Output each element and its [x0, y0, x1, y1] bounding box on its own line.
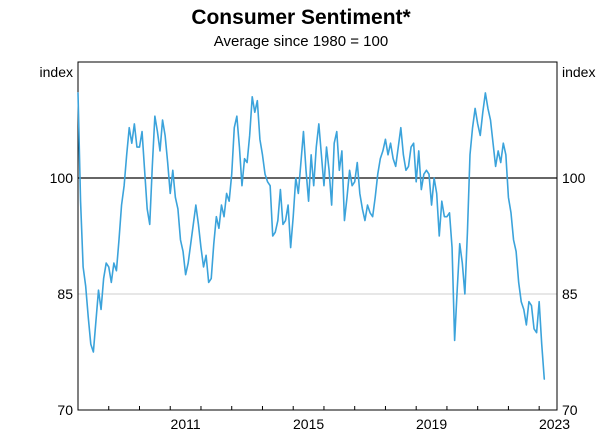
sentiment-line: [77, 92, 546, 380]
x-axis-label: 2015: [293, 416, 324, 432]
unit-label-left: index: [40, 64, 73, 80]
unit-label-right: index: [562, 64, 595, 80]
y-axis-label-right: 100: [562, 170, 586, 186]
y-axis-label-left: 85: [57, 286, 73, 302]
y-axis-label-left: 100: [50, 170, 74, 186]
plot-frame: [77, 61, 558, 411]
chart-title: Consumer Sentiment*: [191, 6, 411, 29]
x-axis-label: 2011: [171, 416, 201, 432]
y-axis-label-left: 70: [57, 402, 73, 418]
x-axis-label: 2019: [416, 416, 447, 432]
y-axis-label-right: 85: [562, 286, 578, 302]
chart-subtitle: Average since 1980 = 100: [213, 33, 389, 50]
x-axis-label: 2023: [539, 416, 570, 432]
y-axis-label-right: 70: [562, 402, 578, 418]
